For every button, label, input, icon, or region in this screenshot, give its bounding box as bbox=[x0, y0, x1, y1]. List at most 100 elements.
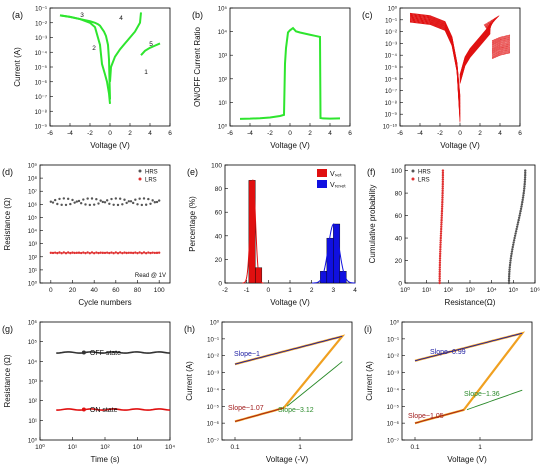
legend-swatch bbox=[317, 180, 327, 188]
cdf-point-hrs bbox=[518, 214, 521, 217]
y-tick-label: 10¹ bbox=[28, 419, 37, 425]
fit-line-transition bbox=[286, 361, 343, 407]
data-point-lrs bbox=[86, 251, 89, 254]
data-point-lrs bbox=[127, 251, 131, 254]
y-axis-label: Current (A) bbox=[365, 361, 374, 401]
data-point-hrs bbox=[88, 203, 92, 207]
y-tick-label: 10⁰ bbox=[388, 6, 398, 13]
data-point-lrs bbox=[103, 251, 107, 255]
y-tick-label: 10⁻² bbox=[35, 21, 47, 27]
panel-label: (c) bbox=[362, 10, 373, 20]
data-point-lrs bbox=[105, 251, 109, 254]
cdf-point-lrs bbox=[440, 214, 443, 217]
cdf-point-hrs bbox=[523, 180, 527, 184]
y-axis-label: Current (A) bbox=[13, 47, 22, 87]
cdf-point-lrs bbox=[439, 241, 442, 244]
iv-curve-1 bbox=[59, 14, 111, 100]
y-tick-label: 10⁻¹ bbox=[207, 337, 219, 343]
cdf-point-lrs bbox=[438, 259, 442, 262]
sweep-annotation: 5 bbox=[149, 41, 153, 48]
y-tick-label: 80 bbox=[395, 191, 403, 198]
y-tick-label: 10¹ bbox=[28, 268, 37, 274]
y-tick-label: 0 bbox=[218, 281, 222, 288]
x-axis-label: Voltage (V) bbox=[440, 141, 480, 150]
cdf-point-lrs bbox=[441, 169, 445, 172]
cdf-point-lrs bbox=[441, 178, 445, 181]
plot-frame bbox=[221, 321, 353, 441]
cdf-point-lrs bbox=[438, 266, 442, 269]
panel-label: (a) bbox=[12, 10, 23, 20]
fit-line-hrs bbox=[414, 332, 523, 362]
data-point-hrs bbox=[75, 200, 79, 203]
cdf-point-hrs bbox=[517, 218, 520, 222]
panel-h: (h) Voltage (-V) Current (A) 10⁰ 10⁻¹ 10⁻² 10⁻… bbox=[184, 320, 353, 464]
data-point-hrs bbox=[155, 200, 159, 204]
x-tick-label: 0.1 bbox=[410, 444, 419, 451]
data-point-hrs bbox=[95, 198, 98, 201]
data-point-hrs bbox=[153, 201, 157, 204]
retention-curve bbox=[56, 408, 171, 411]
data-point-lrs bbox=[116, 252, 120, 255]
y-axis-label: Resistance (Ω) bbox=[3, 197, 12, 250]
data-point-hrs bbox=[53, 198, 57, 202]
data-point-hrs bbox=[49, 200, 53, 203]
cdf-point-hrs bbox=[518, 212, 522, 215]
data-point-lrs bbox=[99, 251, 102, 254]
data-point-lrs bbox=[58, 251, 61, 254]
data-point-hrs bbox=[127, 200, 131, 203]
y-tick-label: 10⁶ bbox=[28, 202, 38, 209]
y-tick-label: 40 bbox=[215, 233, 223, 240]
y-tick-label: 10⁶ bbox=[28, 320, 38, 327]
cycle-curve bbox=[409, 19, 461, 117]
x-tick-label: -1 bbox=[244, 287, 250, 294]
x-tick-label: -6 bbox=[47, 130, 53, 137]
cdf-point-hrs bbox=[523, 176, 527, 179]
cdf-point-hrs bbox=[507, 279, 511, 282]
x-tick-label: 10⁰ bbox=[35, 443, 45, 451]
cdf-point-lrs bbox=[439, 234, 443, 237]
series-label: OFF state bbox=[90, 350, 121, 357]
y-tick-label: 40 bbox=[395, 236, 403, 243]
cycle-curve bbox=[409, 21, 461, 122]
data-point-hrs bbox=[101, 200, 105, 204]
y-tick-label: 60 bbox=[395, 213, 403, 220]
cycle-curve bbox=[409, 16, 461, 106]
y-tick-label: 10⁷ bbox=[28, 189, 37, 196]
gaussian-fit bbox=[242, 179, 264, 284]
x-tick-label: 3 bbox=[332, 287, 336, 294]
data-point-hrs bbox=[73, 201, 76, 204]
panel-d: (d) Cycle numbers Resistance (Ω) 0 20 40 60 80 1… bbox=[2, 163, 171, 307]
y-tick-label: 10² bbox=[218, 77, 227, 83]
x-tick-label: -4 bbox=[417, 130, 423, 137]
data-point-hrs bbox=[82, 198, 85, 201]
data-point-hrs bbox=[92, 203, 96, 206]
y-tick-label: 10⁰ bbox=[210, 320, 220, 327]
x-axis-label: Time (s) bbox=[90, 455, 119, 464]
cdf-point-hrs bbox=[510, 252, 513, 255]
y-tick-label: 10⁻⁶ bbox=[385, 76, 398, 83]
cycle-curve bbox=[491, 42, 511, 49]
cycle-curve bbox=[409, 14, 461, 102]
x-tick-label: -4 bbox=[67, 130, 73, 137]
cdf-point-lrs bbox=[441, 189, 444, 193]
cdf-point-lrs bbox=[438, 272, 441, 276]
cdf-point-lrs bbox=[441, 187, 444, 190]
cdf-point-lrs bbox=[441, 191, 444, 195]
x-tick-label: 10⁵ bbox=[508, 287, 518, 294]
data-point-lrs bbox=[60, 252, 63, 255]
cdf-point-hrs bbox=[523, 187, 526, 190]
cdf-point-hrs bbox=[523, 182, 526, 186]
x-tick-label: -6 bbox=[397, 130, 403, 137]
cdf-point-lrs bbox=[441, 171, 445, 175]
cdf-point-hrs bbox=[512, 241, 515, 244]
cycle-curve bbox=[409, 21, 461, 123]
cdf-point-lrs bbox=[439, 230, 443, 233]
data-point-lrs bbox=[84, 251, 87, 255]
x-tick-label: -4 bbox=[247, 130, 253, 137]
cdf-point-hrs bbox=[510, 250, 514, 253]
gaussian-fit bbox=[312, 223, 356, 284]
y-tick-label: 10⁻³ bbox=[35, 36, 47, 42]
data-point-hrs bbox=[136, 203, 139, 206]
y-tick-label: 10⁻⁶ bbox=[387, 421, 400, 428]
data-point-lrs bbox=[101, 251, 105, 255]
